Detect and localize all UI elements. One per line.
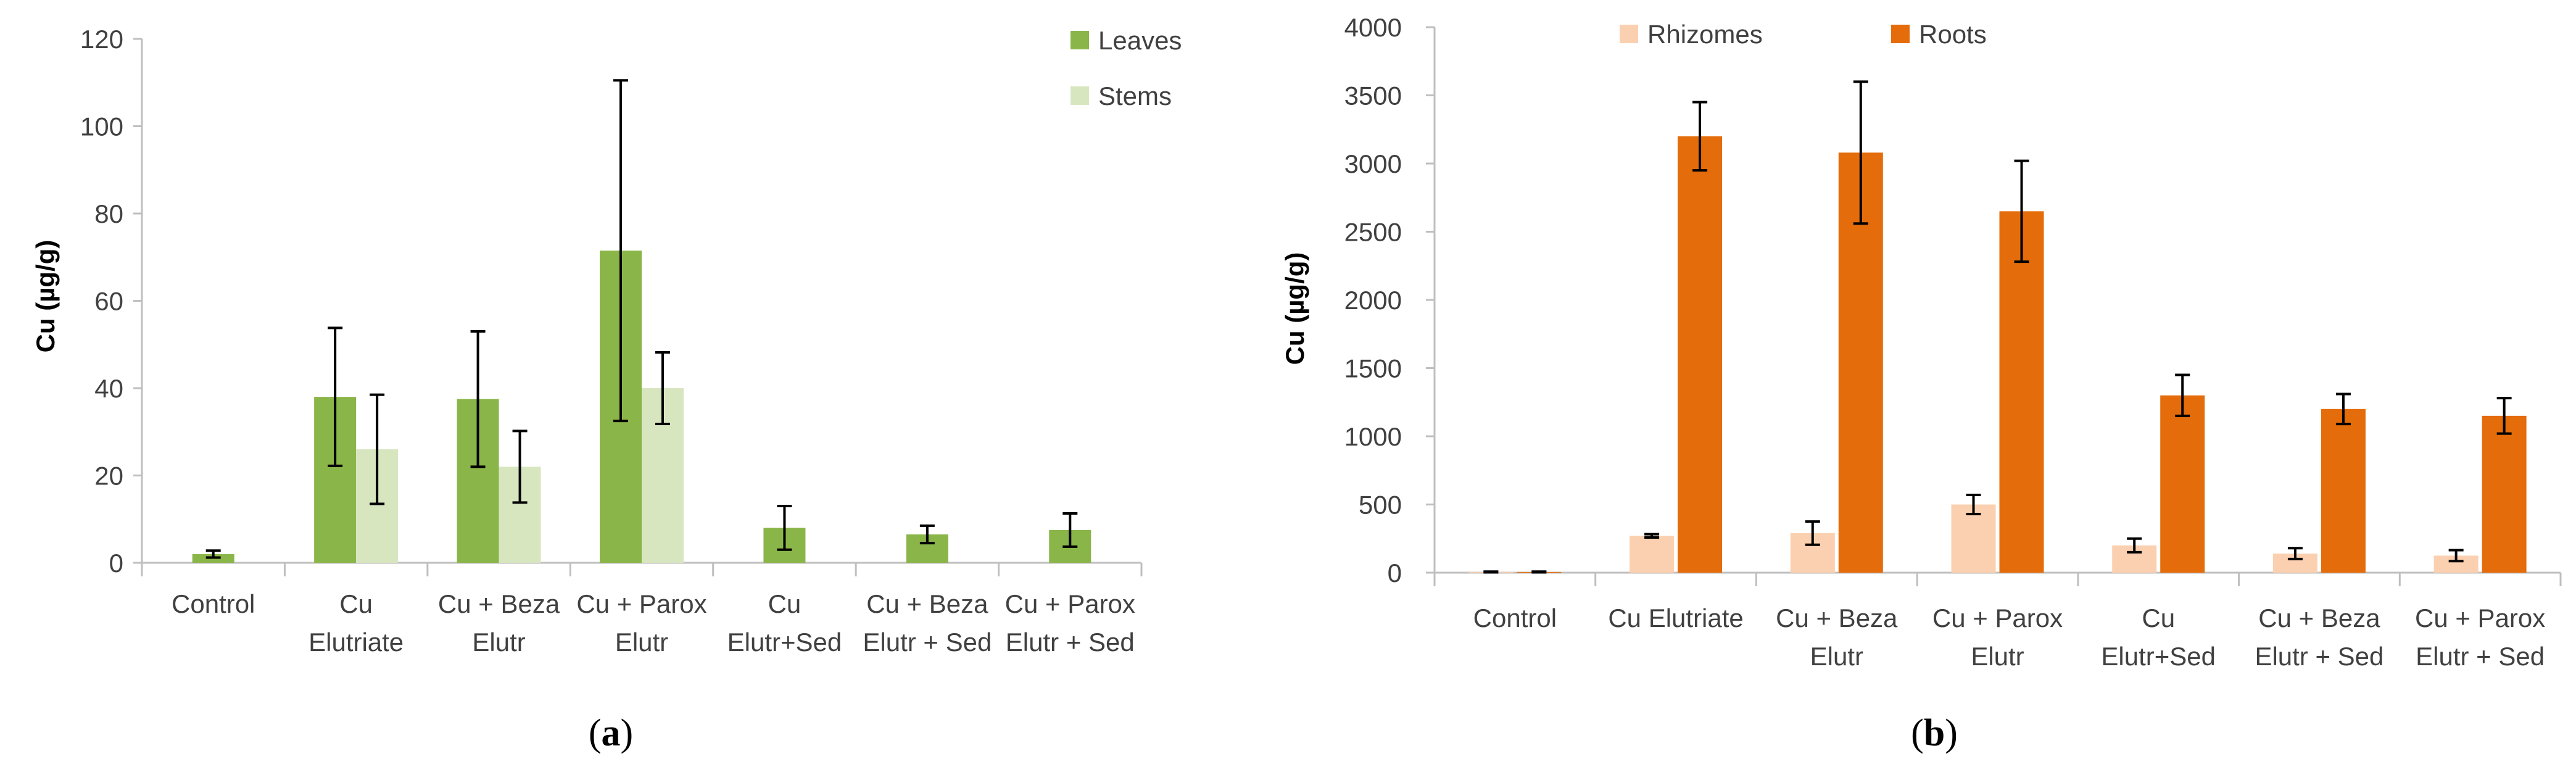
chart-a-category-label: Elutr + Sed [863, 628, 992, 657]
chart-b-bar-roots [1999, 211, 2044, 573]
chart-b-category-label: Elutr [1971, 642, 2024, 671]
chart-a-ytick-label: 20 [94, 462, 123, 491]
chart-b-category-label: Cu Elutriate [1608, 604, 1743, 633]
chart-b-category-label: Control [1473, 604, 1557, 633]
chart-b-bar-rhizomes [1951, 504, 1996, 573]
chart-a-category-label: Cu [768, 589, 801, 618]
chart-b-rhizomes-roots: Cu (µg/g) Rhizomes Roots (b) 0 500 1000 150… [1280, 13, 2562, 754]
chart-a-category-label: Control [172, 589, 255, 618]
chart-b-category-label: Elutr + Sed [2416, 642, 2545, 671]
chart-b-category-label: Cu [2142, 604, 2175, 633]
chart-b-bar-roots [2160, 395, 2205, 573]
chart-a-ytick-label: 80 [94, 199, 123, 228]
chart-a-ytick-label: 60 [94, 287, 123, 316]
legend-swatch-leaves [1071, 31, 1089, 49]
chart-a-ytick-label: 100 [80, 112, 123, 141]
chart-b-legend: Rhizomes Roots [1620, 20, 1987, 49]
chart-a-category-label: Elutr+Sed [727, 628, 842, 657]
chart-b-category-label: Cu + Beza [2258, 604, 2380, 633]
legend-swatch-stems [1071, 86, 1089, 105]
chart-b-ytick-label: 3500 [1344, 81, 1402, 110]
chart-b-category-label: Cu + Parox [2415, 604, 2545, 633]
chart-b-caption: (b) [1911, 712, 1958, 754]
chart-b-category-label: Cu + Parox [1932, 604, 2063, 633]
legend-label-roots: Roots [1919, 20, 1987, 49]
chart-a-ytick-label: 40 [94, 374, 123, 403]
chart-a-category-label: Cu + Parox [1005, 589, 1135, 618]
legend-label-rhizomes: Rhizomes [1647, 20, 1763, 49]
chart-b-ytick-label: 0 [1388, 558, 1402, 587]
chart-b-bar-roots [2321, 409, 2366, 573]
chart-a-ytick-label: 120 [80, 25, 123, 54]
chart-b-category-label: Elutr+Sed [2101, 642, 2216, 671]
chart-a-legend: Leaves Stems [1071, 26, 1182, 110]
chart-a-leaves-stems: Cu (µg/g) Leaves Stems (a) 0 20 40 60 80 100 1… [31, 25, 1182, 754]
chart-a-category-label: Cu + Beza [438, 589, 560, 618]
chart-b-ytick-label: 1500 [1344, 354, 1402, 383]
chart-b-ytick-label: 2000 [1344, 286, 1402, 315]
chart-b-ytick-label: 2500 [1344, 218, 1402, 247]
chart-a-category-label: Cu [339, 589, 373, 618]
chart-b-category-label: Elutr [1810, 642, 1863, 671]
chart-a-category-label: Elutriate [309, 628, 404, 657]
chart-a-category-label: Cu + Beza [866, 589, 988, 618]
chart-a-category-label: Elutr [472, 628, 525, 657]
legend-label-stems: Stems [1098, 81, 1172, 110]
chart-a-ytick-label: 0 [109, 549, 123, 578]
chart-b-ytick-label: 4000 [1344, 13, 1402, 42]
chart-a-category-label: Cu + Parox [576, 589, 706, 618]
chart-b-bar-roots [1678, 136, 1723, 573]
chart-b-category-label: Cu + Beza [1776, 604, 1898, 633]
legend-label-leaves: Leaves [1098, 26, 1182, 55]
legend-swatch-roots [1891, 25, 1910, 43]
chart-b-bar-roots [2482, 415, 2527, 573]
chart-a-category-label: Elutr [615, 628, 668, 657]
chart-a-ylabel: Cu (µg/g) [31, 240, 60, 353]
chart-b-ytick-label: 1000 [1344, 422, 1402, 451]
chart-b-bar-rhizomes [1630, 536, 1675, 573]
chart-a-category-label: Elutr + Sed [1006, 628, 1135, 657]
chart-b-category-label: Elutr + Sed [2255, 642, 2383, 671]
chart-a-caption: (a) [589, 712, 633, 754]
chart-b-ytick-label: 500 [1359, 491, 1402, 520]
chart-b-ylabel: Cu (µg/g) [1280, 252, 1309, 365]
legend-swatch-rhizomes [1620, 25, 1638, 43]
chart-b-ytick-label: 3000 [1344, 149, 1402, 178]
